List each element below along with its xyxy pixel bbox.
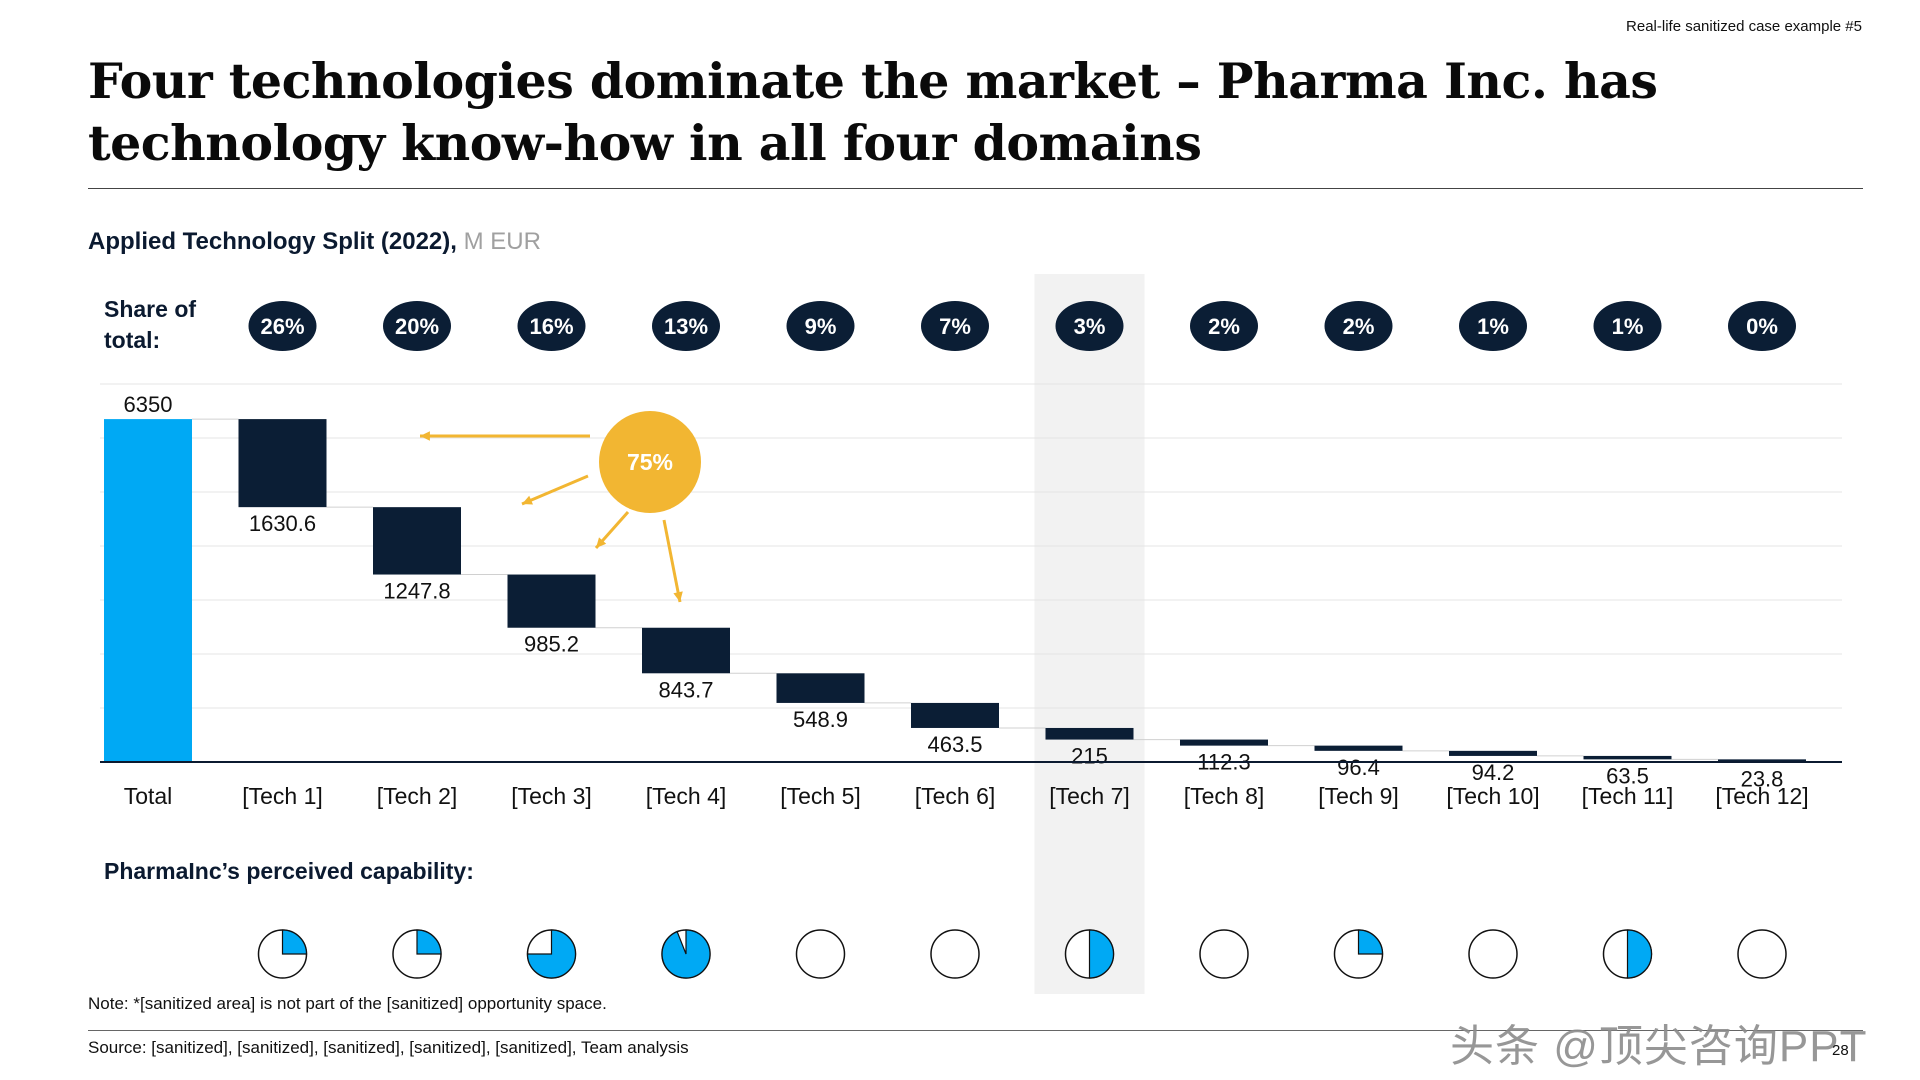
share-badge-label: 26% <box>260 314 304 339</box>
x-tick-label: [Tech 5] <box>780 783 861 809</box>
source-line: Source: [sanitized], [sanitized], [sanit… <box>88 1038 689 1057</box>
bar-value-label: 1630.6 <box>249 511 316 536</box>
share-badge-label: 3% <box>1074 314 1106 339</box>
bar-value-label: 94.2 <box>1472 760 1515 785</box>
page-number: 28 <box>1832 1042 1849 1059</box>
waterfall-bar <box>1045 727 1134 740</box>
x-tick-label: [Tech 3] <box>511 783 592 809</box>
x-tick-label: [Tech 9] <box>1318 783 1399 809</box>
share-badge <box>517 301 586 351</box>
share-badge <box>1324 301 1393 351</box>
waterfall-bar <box>776 673 865 703</box>
share-badge <box>921 301 989 351</box>
footnote: Note: *[sanitized area] is not part of t… <box>88 994 607 1013</box>
share-badge <box>248 301 317 351</box>
x-tick-label: [Tech 1] <box>242 783 323 809</box>
callout-arrow <box>662 519 682 603</box>
callout-arrowhead <box>596 537 607 548</box>
capability-pie-fill <box>1626 929 1653 979</box>
x-tick-label: [Tech 12] <box>1715 783 1808 809</box>
chart-subtitle: Applied Technology Split (2022), M EUR <box>88 228 541 256</box>
capability-pie-fill <box>661 929 711 979</box>
watermark: 头条 @顶尖咨询PPT <box>1450 1022 1868 1071</box>
share-badge-label: 2% <box>1208 314 1240 339</box>
capability-pie <box>1199 929 1249 979</box>
capability-pie <box>1737 929 1787 979</box>
case-example-tag: Real-life sanitized case example #5 <box>1626 18 1862 35</box>
source-divider <box>88 1030 1863 1031</box>
share-badge-label: 0% <box>1746 314 1778 339</box>
waterfall-bar <box>642 627 730 674</box>
slide-title: Four technologies dominate the market – … <box>88 52 1658 172</box>
callout-arrow <box>521 474 589 506</box>
x-tick-label: [Tech 7] <box>1049 783 1130 809</box>
capability-pie <box>930 929 980 979</box>
share-badge-label: 20% <box>395 314 439 339</box>
title-divider <box>88 188 1863 189</box>
x-tick-label: [Tech 6] <box>915 783 996 809</box>
waterfall-bar <box>1583 755 1672 760</box>
chart-subtitle-text: Applied Technology Split (2022), <box>88 228 457 255</box>
share-badge <box>1055 301 1124 351</box>
total-value-label: 6350 <box>124 392 173 417</box>
waterfall-bar <box>1180 739 1268 746</box>
bar-value-label: 23.8 <box>1741 766 1784 791</box>
total-bar <box>104 419 192 762</box>
bar-value-label: 1247.8 <box>383 579 450 604</box>
x-tick-label: [Tech 11] <box>1582 783 1674 809</box>
callout-arrowhead <box>673 591 683 602</box>
share-badge <box>1593 301 1662 351</box>
share-of-total-label: Share of total: <box>104 296 197 353</box>
capability-label: PharmaInc’s perceived capability: <box>104 858 474 884</box>
capability-pie <box>1468 929 1518 979</box>
waterfall-bar <box>1449 750 1537 756</box>
x-tick-label: [Tech 8] <box>1184 783 1265 809</box>
bar-value-label: 215 <box>1071 744 1108 769</box>
capability-pie-fill <box>526 929 577 979</box>
callout-arrowhead <box>522 495 533 505</box>
share-badge-label: 2% <box>1343 314 1375 339</box>
x-tick-label: [Tech 2] <box>377 783 458 809</box>
capability-pie <box>795 929 846 979</box>
share-badge <box>1190 301 1258 351</box>
share-badge <box>786 301 855 351</box>
chart-unit: M EUR <box>463 228 541 255</box>
bar-value-label: 843.7 <box>658 677 713 702</box>
bar-value-label: 63.5 <box>1606 763 1649 788</box>
share-badge-label: 1% <box>1477 314 1509 339</box>
share-badge-label: 16% <box>529 314 573 339</box>
waterfall-bar <box>507 574 596 628</box>
bar-value-label: 985.2 <box>524 632 579 657</box>
callout-label: 75% <box>627 449 673 475</box>
callout-circle <box>599 411 701 513</box>
share-badge-label: 9% <box>805 314 837 339</box>
share-badge-label: 7% <box>939 314 971 339</box>
capability-pie-fill <box>281 929 308 955</box>
waterfall-bar <box>1314 745 1403 751</box>
capability-pie-fill <box>1357 929 1384 955</box>
waterfall-bar <box>911 702 999 728</box>
capability-pie-fill <box>1088 929 1115 979</box>
highlight-column <box>1034 274 1145 994</box>
waterfall-bar <box>238 419 327 508</box>
x-tick-label: [Tech 10] <box>1446 783 1539 809</box>
bar-value-label: 463.5 <box>927 732 982 757</box>
callout-arrowhead <box>420 431 430 441</box>
share-badge-label: 13% <box>664 314 708 339</box>
x-tick-label: [Tech 4] <box>646 783 727 809</box>
share-badge <box>1728 301 1796 351</box>
x-tick-label: Total <box>124 783 173 809</box>
capability-pie-fill <box>416 929 442 955</box>
waterfall-bar <box>1718 759 1806 763</box>
share-badge <box>652 301 720 351</box>
share-badge <box>383 301 451 351</box>
share-badge-label: 1% <box>1612 314 1644 339</box>
bar-value-label: 548.9 <box>793 707 848 732</box>
bar-value-label: 96.4 <box>1337 755 1380 780</box>
waterfall-bar <box>373 507 461 575</box>
share-badge <box>1459 301 1527 351</box>
